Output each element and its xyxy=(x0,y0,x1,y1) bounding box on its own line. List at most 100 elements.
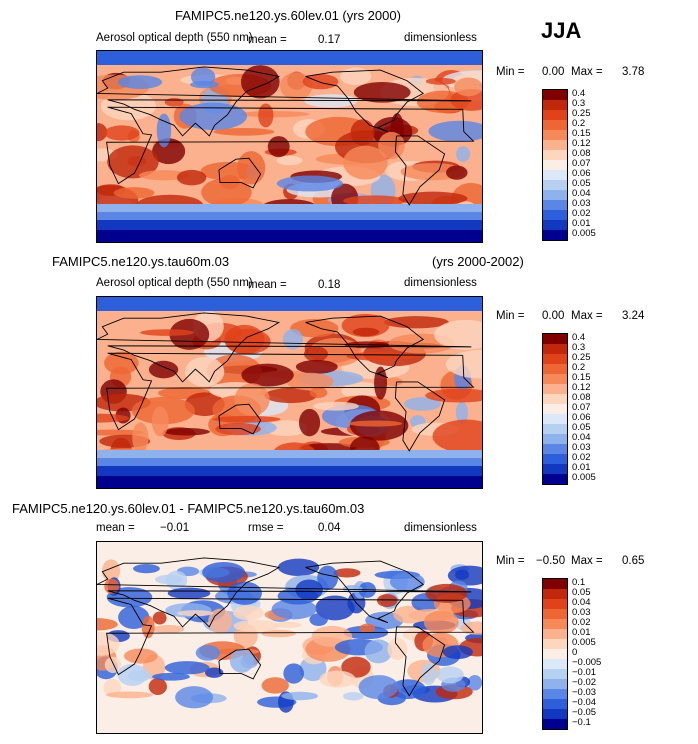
field-contour-blob xyxy=(436,666,464,684)
field-contour-blob xyxy=(156,113,172,148)
field-contour-blob xyxy=(227,581,262,605)
colorbar-segment xyxy=(543,474,567,484)
field-contour-blob xyxy=(179,102,248,131)
field-contour-blob xyxy=(295,579,323,601)
colorbar-tick-label: −0.1 xyxy=(572,717,591,728)
colorbar-tick-label: 0.4 xyxy=(572,332,586,343)
colorbar-tick-label: 0 xyxy=(572,647,578,658)
panel2-max-value: 3.24 xyxy=(622,310,645,322)
field-contour-blob xyxy=(261,677,289,694)
colorbar-tick-label: 0.15 xyxy=(572,128,591,139)
colorbar-segment xyxy=(543,434,567,444)
colorbar-segment xyxy=(543,220,567,230)
colorbar-tick-label: 0.02 xyxy=(572,617,591,628)
colorbar-tick-label: −0.02 xyxy=(572,677,597,688)
panel3-min-label: Min = xyxy=(496,555,525,567)
colorbar-segment xyxy=(543,120,567,130)
field-contour-blob xyxy=(176,169,207,186)
field-contour-blob xyxy=(455,401,468,425)
southern-ocean-band xyxy=(97,458,482,466)
field-contour-blob xyxy=(152,672,190,681)
colorbar-segment xyxy=(543,619,567,629)
panel3-map xyxy=(96,541,483,734)
panel3-rmse-value: 0.04 xyxy=(318,522,341,534)
colorbar-segment xyxy=(543,230,567,240)
colorbar-tick-label: 0.03 xyxy=(572,198,591,209)
colorbar-tick-label: −0.04 xyxy=(572,697,597,708)
coastline xyxy=(218,403,262,435)
colorbar-tick-label: 0.01 xyxy=(572,218,591,229)
field-contour-blob xyxy=(105,691,154,699)
panel1-min-label: Min = xyxy=(496,66,525,78)
panel2-years: (yrs 2000-2002) xyxy=(432,254,524,269)
colorbar-tick-label: 0.005 xyxy=(572,472,596,483)
panel1-map xyxy=(96,50,483,243)
field-contour-blob xyxy=(117,663,148,686)
panel2-map xyxy=(96,296,483,489)
colorbar-tick-label: 0.2 xyxy=(572,362,586,373)
colorbar-segment xyxy=(543,639,567,649)
field-contour-blob xyxy=(317,565,339,591)
panel3-rmse-label: rmse = xyxy=(248,522,284,534)
panel3-min-value: −0.50 xyxy=(536,555,566,567)
field-contour-blob xyxy=(233,605,264,621)
field-contour-blob xyxy=(302,74,339,90)
panel1-title: FAMIPC5.ne120.ys.60lev.01 (yrs 2000) xyxy=(175,8,401,23)
field-contour-blob xyxy=(201,177,252,207)
southern-ocean-band xyxy=(97,230,482,242)
panel2-colorbar xyxy=(542,333,568,485)
field-contour-blob xyxy=(390,679,426,699)
field-contour-blob xyxy=(425,77,456,85)
colorbar-tick-label: 0.07 xyxy=(572,402,591,413)
field-contour-blob xyxy=(283,663,305,684)
colorbar-tick-label: 0.2 xyxy=(572,118,586,129)
field-contour-blob xyxy=(343,691,364,701)
field-contour-blob xyxy=(454,77,482,97)
colorbar-segment xyxy=(543,464,567,474)
field-contour-blob xyxy=(97,123,108,142)
coastline xyxy=(218,648,262,680)
coastline xyxy=(394,135,446,206)
field-contour-blob xyxy=(340,67,372,86)
field-contour-blob xyxy=(456,146,471,163)
field-contour-blob xyxy=(445,349,482,379)
coastline xyxy=(106,106,475,185)
arctic-band xyxy=(97,51,482,65)
field-contour-blob xyxy=(152,611,167,625)
field-contour-blob xyxy=(353,82,411,103)
colorbar-segment xyxy=(543,689,567,699)
field-contour-blob xyxy=(167,587,211,599)
field-contour-blob xyxy=(403,397,441,411)
colorbar-tick-label: 0.08 xyxy=(572,392,591,403)
southern-ocean-band xyxy=(97,212,482,220)
panel1-mean-label: mean = xyxy=(248,34,287,46)
field-contour-blob xyxy=(358,675,399,700)
colorbar-tick-label: 0.06 xyxy=(572,412,591,423)
colorbar-segment xyxy=(543,90,567,100)
field-contour-blob xyxy=(213,128,275,136)
field-contour-blob xyxy=(383,316,449,329)
colorbar-tick-label: 0.12 xyxy=(572,138,591,149)
field-contour-blob xyxy=(274,621,302,628)
coastline xyxy=(97,557,472,628)
coastline xyxy=(106,352,475,431)
colorbar-segment xyxy=(543,160,567,170)
field-contour-blob xyxy=(467,674,482,691)
colorbar-tick-label: 0.05 xyxy=(572,422,591,433)
colorbar-segment xyxy=(543,374,567,384)
field-contour-blob xyxy=(212,415,281,423)
colorbar-segment xyxy=(543,210,567,220)
field-contour-blob xyxy=(234,383,270,416)
field-contour-blob xyxy=(455,569,470,580)
colorbar-segment xyxy=(543,190,567,200)
field-contour-blob xyxy=(261,629,297,638)
field-contour-blob xyxy=(364,639,393,664)
panel2-min-value: 0.00 xyxy=(542,310,565,322)
field-contour-blob xyxy=(350,119,375,146)
field-contour-blob xyxy=(237,151,266,185)
colorbar-tick-label: 0.01 xyxy=(572,627,591,638)
field-contour-blob xyxy=(264,388,317,404)
field-contour-blob xyxy=(276,155,303,166)
field-contour-blob xyxy=(425,583,468,603)
panel3-mean-label: mean = xyxy=(96,522,135,534)
